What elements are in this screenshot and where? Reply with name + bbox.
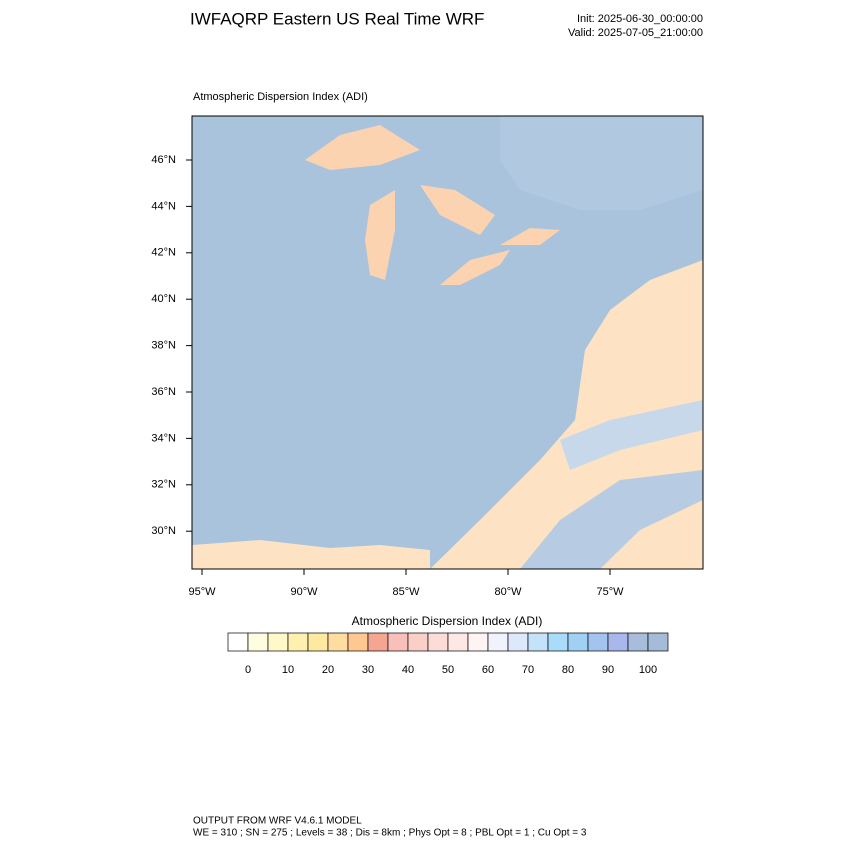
colorbar-box <box>367 632 389 652</box>
colorbar-label: 80 <box>562 664 574 676</box>
lake-superior <box>305 125 420 170</box>
colorbar-box <box>407 632 429 652</box>
colorbar-box <box>247 632 269 652</box>
colorbar-label: 100 <box>639 664 657 676</box>
lat-label: 34°N <box>151 432 176 444</box>
lat-label: 40°N <box>151 293 176 305</box>
colorbar-box <box>527 632 549 652</box>
map-frame <box>191 115 704 570</box>
colorbar-box <box>227 632 249 652</box>
colorbar-label: 70 <box>522 664 534 676</box>
colorbar-box <box>507 632 529 652</box>
map <box>191 115 704 570</box>
lat-label: 38°N <box>151 340 176 352</box>
canada-water <box>500 116 703 210</box>
colorbar-box <box>547 632 569 652</box>
lat-label: 32°N <box>151 479 176 491</box>
colorbar: 0 10 20 30 40 50 60 70 80 90 100 <box>227 632 669 676</box>
colorbar-label: 60 <box>482 664 494 676</box>
lon-label: 90°W <box>290 586 318 598</box>
colorbar-box <box>347 632 369 652</box>
lat-label: 44°N <box>151 200 176 212</box>
lon-label: 75°W <box>596 586 624 598</box>
colorbar-box <box>627 632 649 652</box>
footer-line: OUTPUT FROM WRF V4.6.1 MODEL <box>193 816 362 827</box>
colorbar-label: 40 <box>402 664 414 676</box>
colorbar-box <box>587 632 609 652</box>
colorbar-box <box>267 632 289 652</box>
init-time: Init: 2025-06-30_00:00:00 <box>577 13 703 25</box>
lon-label: 80°W <box>494 586 522 598</box>
colorbar-box <box>567 632 589 652</box>
lat-label: 30°N <box>151 525 176 537</box>
gulf <box>192 540 430 569</box>
lake-michigan <box>365 190 395 280</box>
colorbar-box <box>287 632 309 652</box>
colorbar-box <box>427 632 449 652</box>
lat-label: 36°N <box>151 386 176 398</box>
lat-label: 46°N <box>151 154 176 166</box>
valid-time: Valid: 2025-07-05_21:00:00 <box>568 27 703 39</box>
ocean-band <box>520 470 703 569</box>
colorbar-box <box>487 632 509 652</box>
lake-huron <box>420 185 495 235</box>
ocean-band <box>560 400 703 470</box>
colorbar-title: Atmospheric Dispersion Index (ADI) <box>352 614 543 628</box>
colorbar-label: 0 <box>245 664 251 676</box>
colorbar-box <box>607 632 629 652</box>
lon-labels: 95°W 90°W 85°W 80°W 75°W <box>188 569 624 598</box>
colorbar-label: 10 <box>282 664 294 676</box>
colorbar-box <box>647 632 669 652</box>
colorbar-label: 50 <box>442 664 454 676</box>
map-subtitle: Atmospheric Dispersion Index (ADI) <box>193 91 368 103</box>
footer-line: WE = 310 ; SN = 275 ; Levels = 38 ; Dis … <box>193 828 587 839</box>
lat-labels: 46°N 44°N 42°N 40°N 38°N 36°N 34°N 32°N 30°N <box>151 154 192 537</box>
title: IWFAQRP Eastern US Real Time WRF <box>190 9 484 28</box>
colorbar-box <box>307 632 329 652</box>
lake-erie <box>440 250 510 285</box>
lat-label: 42°N <box>151 247 176 259</box>
colorbar-label: 30 <box>362 664 374 676</box>
lon-label: 95°W <box>188 586 216 598</box>
lon-label: 85°W <box>392 586 420 598</box>
colorbar-label: 20 <box>322 664 334 676</box>
colorbar-box <box>467 632 489 652</box>
colorbar-label: 90 <box>602 664 614 676</box>
lake-ontario <box>500 228 560 245</box>
colorbar-box <box>327 632 349 652</box>
colorbar-box <box>387 632 409 652</box>
colorbar-box <box>447 632 469 652</box>
